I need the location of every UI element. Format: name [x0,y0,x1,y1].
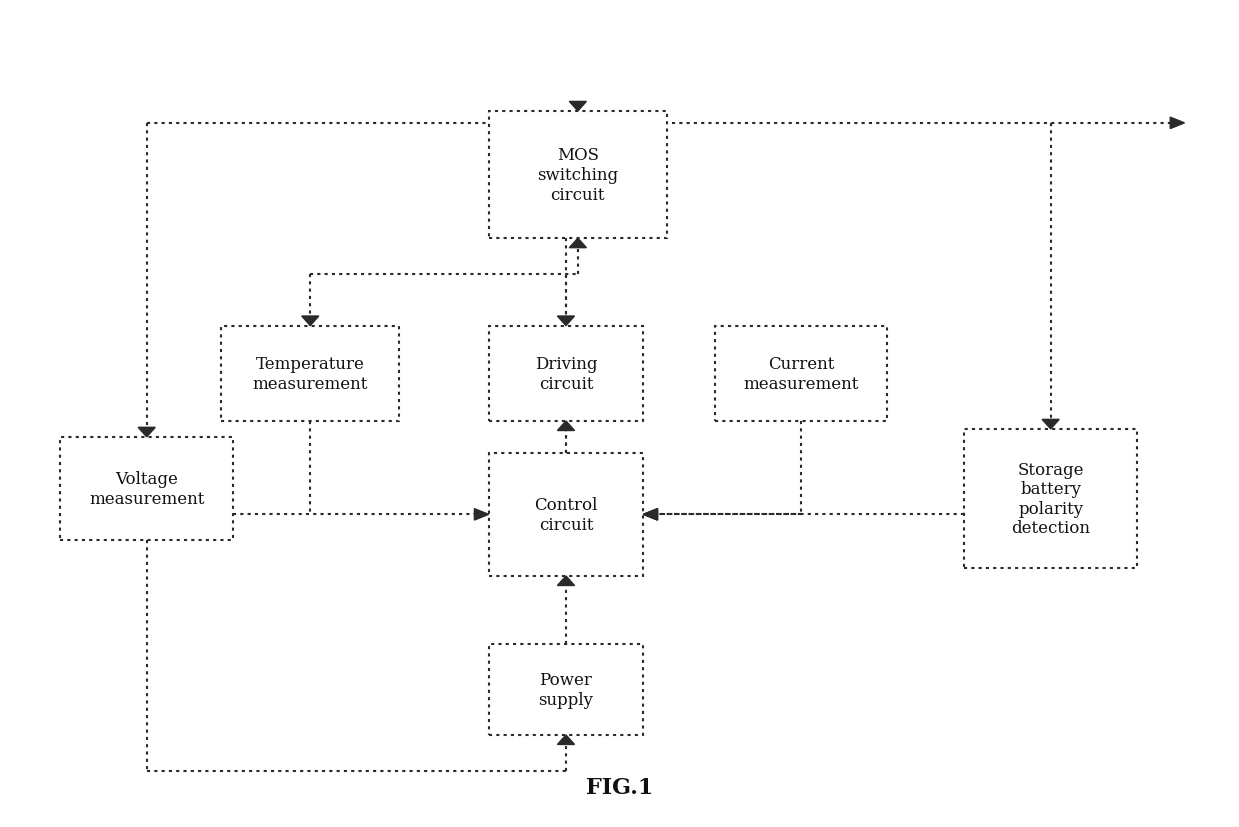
Polygon shape [1170,118,1184,130]
FancyBboxPatch shape [715,326,887,422]
Text: Control
circuit: Control circuit [534,496,597,533]
Polygon shape [558,735,575,744]
Polygon shape [569,103,586,112]
FancyBboxPatch shape [61,437,233,541]
Text: Storage
battery
polarity
detection: Storage battery polarity detection [1011,461,1090,537]
Text: Temperature
measurement: Temperature measurement [253,356,368,392]
Polygon shape [138,428,155,437]
Polygon shape [558,576,575,586]
Polygon shape [1042,420,1059,429]
FancyBboxPatch shape [488,643,643,735]
Polygon shape [301,317,318,326]
Text: Power
supply: Power supply [539,671,593,708]
Polygon shape [558,422,575,431]
Polygon shape [643,509,658,520]
FancyBboxPatch shape [221,326,399,422]
Text: Current
measurement: Current measurement [743,356,859,392]
Text: Driving
circuit: Driving circuit [535,356,597,392]
FancyBboxPatch shape [964,429,1137,568]
FancyBboxPatch shape [488,453,643,576]
FancyBboxPatch shape [488,326,643,422]
Text: FIG.1: FIG.1 [586,776,653,797]
Polygon shape [643,509,658,520]
Text: MOS
switching
circuit: MOS switching circuit [538,147,618,203]
FancyBboxPatch shape [488,112,667,239]
Text: Voltage
measurement: Voltage measurement [89,471,204,507]
Polygon shape [569,239,586,248]
Polygon shape [475,509,488,520]
Polygon shape [558,317,575,326]
